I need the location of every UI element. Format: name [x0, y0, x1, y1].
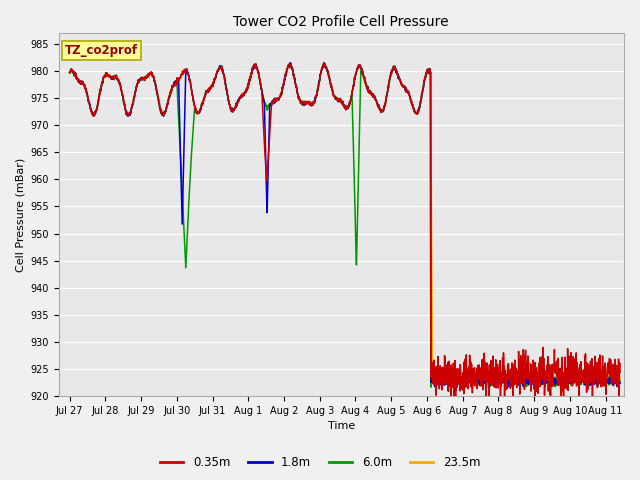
- 6.0m: [600, 377, 608, 383]
- 1.8m: [320, 60, 328, 66]
- 0.35m: [321, 60, 328, 66]
- 1.8m: [333, 96, 341, 101]
- Line: 1.8m: 1.8m: [70, 63, 620, 387]
- Line: 0.35m: 0.35m: [70, 63, 620, 408]
- 1.8m: [319, 64, 326, 70]
- 6.0m: [333, 96, 341, 102]
- Title: Tower CO2 Profile Cell Pressure: Tower CO2 Profile Cell Pressure: [234, 15, 449, 29]
- 23.5m: [319, 65, 326, 71]
- 6.0m: [616, 377, 624, 383]
- 0.35m: [94, 102, 102, 108]
- 6.0m: [320, 60, 328, 66]
- 23.5m: [509, 384, 516, 390]
- 6.0m: [319, 64, 326, 70]
- 0.35m: [559, 405, 567, 411]
- 6.0m: [66, 70, 74, 75]
- 6.0m: [500, 377, 508, 383]
- 6.0m: [94, 102, 102, 108]
- 1.8m: [534, 384, 542, 390]
- 23.5m: [601, 376, 609, 382]
- 23.5m: [600, 375, 608, 381]
- Legend: 0.35m, 1.8m, 6.0m, 23.5m: 0.35m, 1.8m, 6.0m, 23.5m: [155, 452, 485, 474]
- Text: TZ_co2prof: TZ_co2prof: [65, 44, 138, 57]
- 23.5m: [616, 374, 624, 380]
- 0.35m: [66, 69, 74, 75]
- Line: 6.0m: 6.0m: [70, 63, 620, 387]
- 1.8m: [499, 380, 507, 385]
- 23.5m: [499, 376, 507, 382]
- 1.8m: [600, 379, 608, 384]
- 0.35m: [499, 372, 507, 378]
- 23.5m: [66, 70, 74, 75]
- 0.35m: [319, 65, 326, 71]
- 1.8m: [66, 70, 74, 75]
- Line: 23.5m: 23.5m: [70, 63, 620, 387]
- Y-axis label: Cell Pressure (mBar): Cell Pressure (mBar): [15, 157, 25, 272]
- 1.8m: [616, 380, 624, 386]
- 0.35m: [333, 96, 341, 101]
- 0.35m: [616, 370, 624, 376]
- 1.8m: [601, 375, 609, 381]
- 23.5m: [320, 60, 328, 66]
- 1.8m: [94, 102, 102, 108]
- X-axis label: Time: Time: [328, 421, 355, 432]
- 0.35m: [600, 378, 608, 384]
- 0.35m: [601, 370, 609, 375]
- 6.0m: [428, 384, 435, 390]
- 23.5m: [333, 96, 341, 101]
- 6.0m: [601, 379, 609, 385]
- 23.5m: [94, 101, 102, 107]
